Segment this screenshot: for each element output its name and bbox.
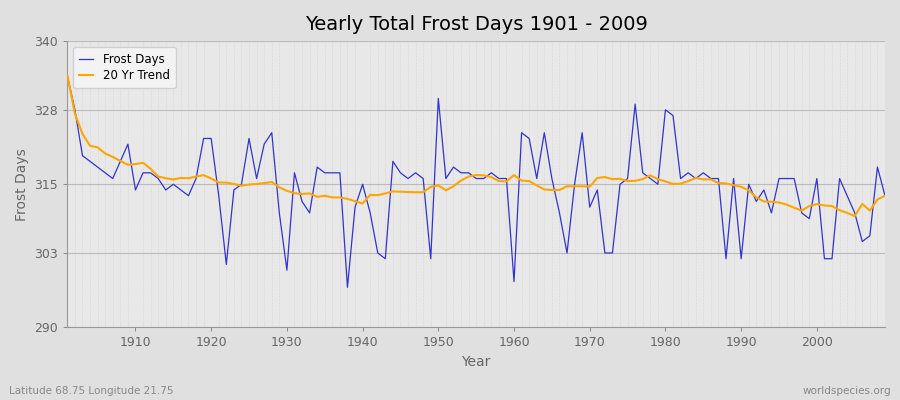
Frost Days — [342, 285, 353, 290]
Line: Frost Days: Frost Days — [68, 76, 885, 287]
Frost Days — [517, 130, 527, 135]
Frost Days — [122, 142, 133, 146]
Frost Days — [62, 73, 73, 78]
Text: Latitude 68.75 Longitude 21.75: Latitude 68.75 Longitude 21.75 — [9, 386, 174, 396]
Legend: Frost Days, 20 Yr Trend: Frost Days, 20 Yr Trend — [73, 47, 176, 88]
X-axis label: Year: Year — [462, 355, 490, 369]
Line: 20 Yr Trend: 20 Yr Trend — [68, 76, 885, 216]
20 Yr Trend — [850, 214, 860, 218]
20 Yr Trend — [508, 173, 519, 178]
Text: worldspecies.org: worldspecies.org — [803, 386, 891, 396]
20 Yr Trend — [879, 193, 890, 198]
20 Yr Trend — [122, 162, 133, 167]
Title: Yearly Total Frost Days 1901 - 2009: Yearly Total Frost Days 1901 - 2009 — [305, 15, 648, 34]
20 Yr Trend — [62, 73, 73, 78]
Frost Days — [335, 170, 346, 175]
20 Yr Trend — [335, 195, 346, 200]
Frost Days — [289, 170, 300, 175]
Frost Days — [879, 193, 890, 198]
20 Yr Trend — [501, 179, 512, 184]
20 Yr Trend — [289, 191, 300, 196]
Frost Days — [607, 250, 617, 255]
Frost Days — [508, 279, 519, 284]
20 Yr Trend — [599, 175, 610, 180]
Y-axis label: Frost Days: Frost Days — [15, 148, 29, 221]
